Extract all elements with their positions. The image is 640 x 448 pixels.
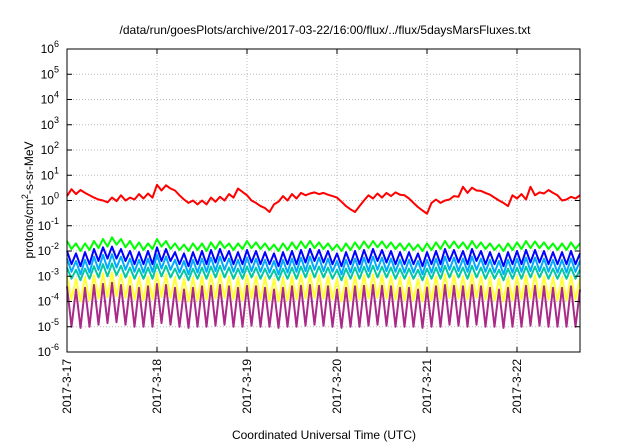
y-tick-label: 10-6 bbox=[38, 342, 59, 359]
y-tick-label: 10-4 bbox=[38, 292, 59, 309]
series-line-2 bbox=[66, 245, 581, 268]
x-tick-label: 2017-3-17 bbox=[60, 359, 74, 414]
x-tick-label: 2017-3-20 bbox=[330, 359, 344, 414]
y-tick-label: 104 bbox=[41, 90, 59, 107]
y-tick-label: 10-1 bbox=[38, 216, 59, 233]
y-axis-title: protons/cm2-s-sr-MeV bbox=[20, 141, 36, 258]
x-axis-title: Coordinated Universal Time (UTC) bbox=[232, 428, 416, 442]
series-line-1 bbox=[66, 236, 581, 252]
y-axis-title-pre: protons/cm bbox=[22, 199, 36, 258]
y-tick-label: 10-5 bbox=[38, 317, 59, 334]
y-tick-label: 106 bbox=[41, 39, 59, 56]
y-tick-label: 102 bbox=[41, 140, 59, 157]
y-axis-title-sup: 2 bbox=[20, 194, 30, 199]
grid-lines bbox=[67, 49, 580, 352]
series-line-0 bbox=[66, 183, 581, 215]
y-axis-title-post: -s-sr-MeV bbox=[22, 141, 36, 194]
x-axis-ticks: 2017-3-17 2017-3-18 2017-3-19 2017-3-20 2017… bbox=[60, 49, 524, 414]
series-line-3 bbox=[66, 253, 581, 276]
x-tick-label: 2017-3-22 bbox=[510, 359, 524, 414]
chart-title: /data/run/goesPlots/archive/2017-03-22/1… bbox=[120, 23, 532, 37]
y-tick-label: 10-2 bbox=[38, 241, 59, 258]
x-tick-label: 2017-3-18 bbox=[150, 359, 164, 414]
y-tick-label: 10-3 bbox=[38, 266, 59, 283]
series-line-5 bbox=[66, 271, 581, 303]
y-axis-ticks: 10-6 10-5 10-4 10-3 10-2 10-1 100 101 102 103 104 1… bbox=[38, 39, 580, 359]
y-tick-label: 103 bbox=[41, 115, 59, 132]
x-tick-label: 2017-3-21 bbox=[420, 359, 434, 414]
y-tick-label: 101 bbox=[41, 165, 59, 182]
series-lines bbox=[66, 183, 581, 329]
y-tick-label: 105 bbox=[41, 64, 59, 81]
plot-frame bbox=[66, 48, 581, 353]
x-tick-label: 2017-3-19 bbox=[240, 359, 254, 414]
series-line-4 bbox=[66, 262, 581, 282]
y-tick-label: 100 bbox=[41, 191, 59, 208]
series-line-6 bbox=[66, 281, 581, 329]
